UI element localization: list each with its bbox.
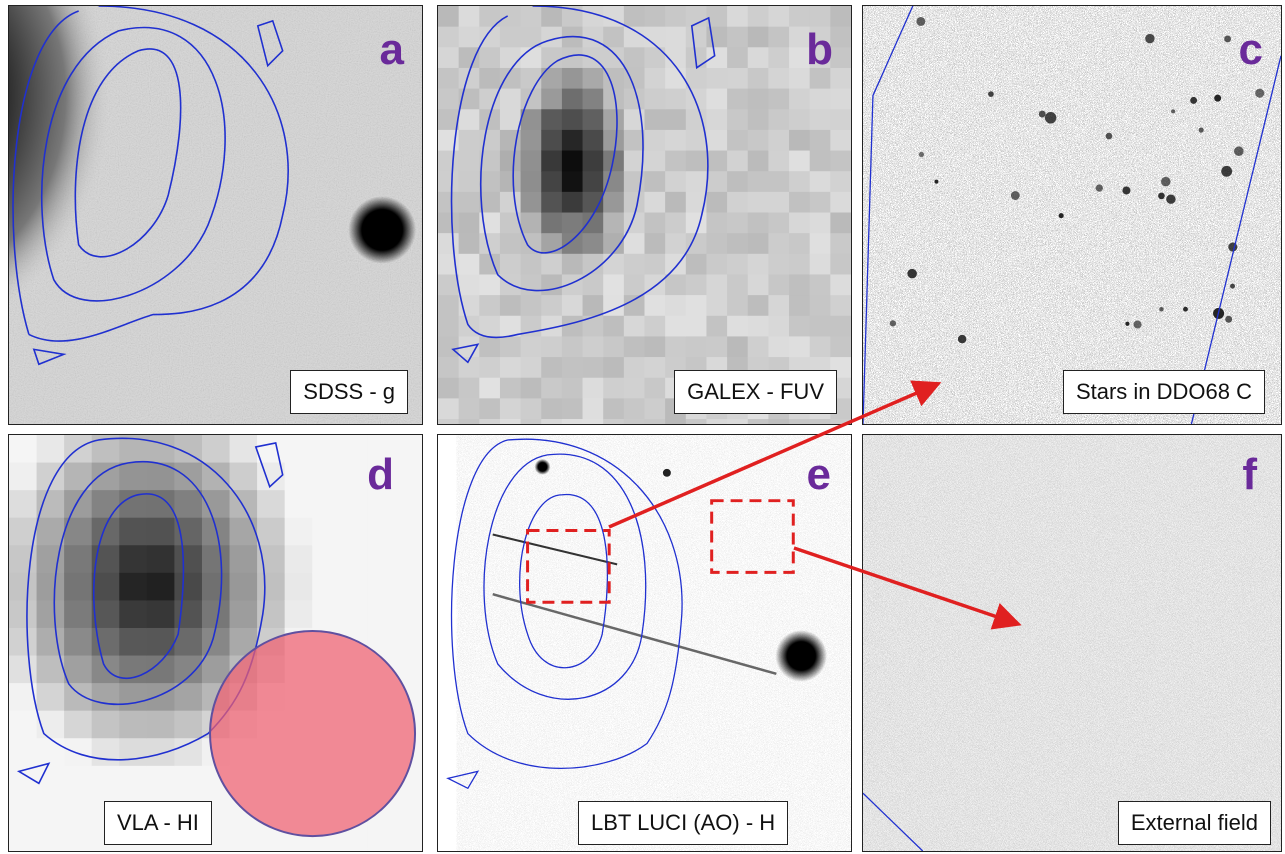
- panel-letter-a: a: [379, 25, 404, 74]
- beam-circle: [209, 630, 417, 838]
- panel-letter-c: c: [1238, 25, 1263, 74]
- lbt-luci-image: [438, 435, 851, 851]
- hi-pixel-grid: [9, 435, 422, 851]
- stars-ddo68c-image: [863, 6, 1281, 424]
- panel-label-f: External field: [1117, 801, 1271, 845]
- sdss-g-image: [9, 6, 422, 424]
- panel-label-b: GALEX - FUV: [674, 370, 837, 414]
- panel-e: e LBT LUCI (AO) - H: [437, 434, 852, 852]
- panel-letter-d: d: [367, 450, 394, 499]
- panel-letter-f: f: [1242, 450, 1257, 499]
- panel-label-c: Stars in DDO68 C: [1062, 370, 1265, 414]
- star-field: [889, 17, 1265, 344]
- panel-label-d: VLA - HI: [104, 801, 212, 845]
- panel-label-a: SDSS - g: [290, 370, 408, 414]
- galex-fuv-image: [438, 6, 851, 424]
- fuv-pixel-grid: [438, 6, 851, 424]
- panel-letter-b: b: [806, 25, 833, 74]
- panel-c: c Stars in DDO68 C: [862, 5, 1282, 425]
- panel-f: f External field: [862, 434, 1282, 852]
- dashed-box-ddo68c: [526, 529, 611, 604]
- panel-b: b GALEX - FUV: [437, 5, 852, 425]
- panel-label-e: LBT LUCI (AO) - H: [578, 801, 789, 845]
- vla-hi-image: [9, 435, 422, 851]
- external-field-image: [863, 435, 1281, 851]
- panel-letter-e: e: [806, 450, 831, 499]
- panel-d: d VLA - HI: [8, 434, 423, 852]
- panel-a: a SDSS - g: [8, 5, 423, 425]
